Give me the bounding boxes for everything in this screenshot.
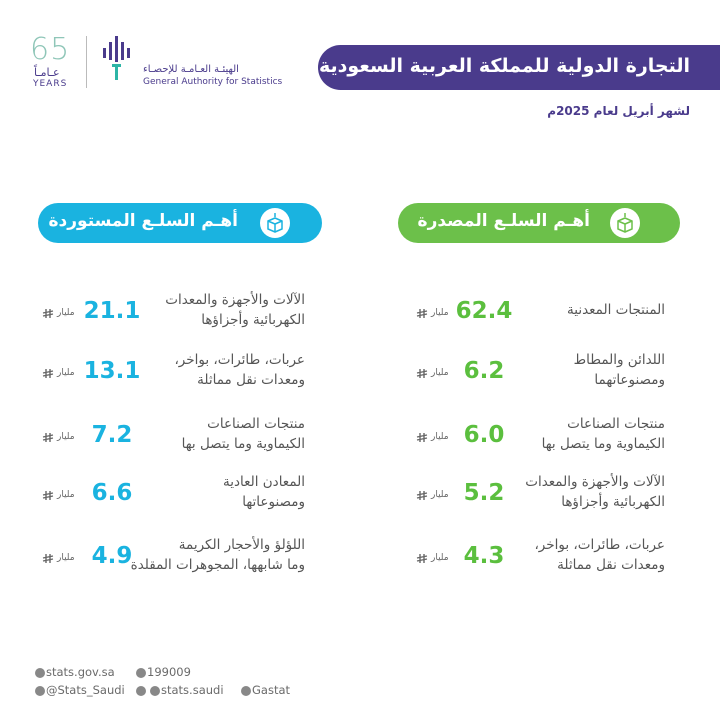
item-name: عربات، طائرات، بواخر، ومعدات نقل مماثلة: [174, 352, 305, 388]
footer-icons: [35, 668, 251, 696]
org-arabic: الهيئـة العـامـة للإحصـاء: [143, 64, 239, 75]
riyal-symbol: [42, 554, 54, 563]
anniversary-number: 65: [30, 32, 71, 67]
anniversary-arabic: عـامـاً: [34, 66, 60, 79]
riyal-symbol: [42, 491, 54, 500]
riyal-symbol: [42, 433, 54, 442]
item-unit: مليار: [57, 490, 75, 500]
riyal-symbol: [416, 491, 428, 500]
riyal-symbol: [416, 554, 428, 563]
item-unit: مليار: [431, 368, 449, 378]
footer-website: stats.gov.sa: [46, 665, 115, 679]
riyal-symbol: [42, 309, 54, 318]
box-icon: [617, 213, 633, 233]
item-unit: مليار: [57, 553, 75, 563]
item-unit: مليار: [431, 553, 449, 563]
footer-instagram: stats.saudi: [161, 683, 224, 697]
item-unit: مليار: [431, 432, 449, 442]
item-value: 6.6: [91, 480, 133, 506]
item-value: 6.0: [463, 422, 505, 448]
subtitle: لشهر أبريل لعام 2025م: [547, 104, 690, 118]
item-name: عربات، طائرات، بواخر، ومعدات نقل مماثلة: [534, 537, 665, 573]
item-unit: مليار: [57, 432, 75, 442]
riyal-symbol: [42, 369, 54, 378]
item-name: الآلات والأجهزة والمعدات الكهربائية وأجز…: [165, 292, 305, 328]
item-unit: مليار: [57, 368, 75, 378]
item-name: منتجات الصناعات الكيماوية وما يتصل بها: [541, 416, 665, 452]
footer-phone: 199009: [147, 665, 191, 679]
riyal-symbol: [416, 309, 428, 318]
item-value: 62.4: [455, 298, 513, 324]
item-value: 4.3: [463, 543, 505, 569]
org-english: General Authority for Statistics: [143, 77, 283, 87]
item-value: 13.1: [83, 358, 141, 384]
item-name: اللدائن والمطاط ومصنوعاتهما: [573, 352, 665, 388]
footer-linkedin: Gastat: [252, 683, 291, 697]
title: التجارة الدولية للمملكة العربية السعودية: [318, 55, 690, 77]
item-unit: مليار: [431, 490, 449, 500]
anniversary-english: YEARS: [33, 79, 68, 89]
riyal-symbol: [416, 433, 428, 442]
item-unit: مليار: [57, 308, 75, 318]
item-name: المنتجات المعدنية: [567, 302, 665, 318]
divider: [86, 36, 87, 88]
item-name: الآلات والأجهزة والمعدات الكهربائية وأجز…: [525, 474, 665, 510]
item-name: المعادن العادية ومصنوعاتها: [222, 474, 305, 510]
item-value: 5.2: [463, 480, 505, 506]
box-icon: [267, 213, 283, 233]
exports-heading: أهـم السلـع المصدرة: [417, 211, 590, 231]
footer-twitter: @Stats_Saudi: [46, 683, 125, 697]
item-value: 4.9: [91, 543, 133, 569]
item-name: منتجات الصناعات الكيماوية وما يتصل بها: [181, 416, 305, 452]
item-value: 7.2: [91, 422, 133, 448]
title-banner: [318, 45, 720, 90]
item-value: 6.2: [463, 358, 505, 384]
item-name: اللؤلؤ والأحجار الكريمة وما شابهها، المج…: [130, 537, 305, 573]
imports-heading: أهـم السلـع المستوردة: [48, 211, 238, 231]
item-value: 21.1: [83, 298, 141, 324]
gastat-logo: [103, 36, 130, 80]
riyal-symbol: [416, 369, 428, 378]
item-unit: مليار: [431, 308, 449, 318]
